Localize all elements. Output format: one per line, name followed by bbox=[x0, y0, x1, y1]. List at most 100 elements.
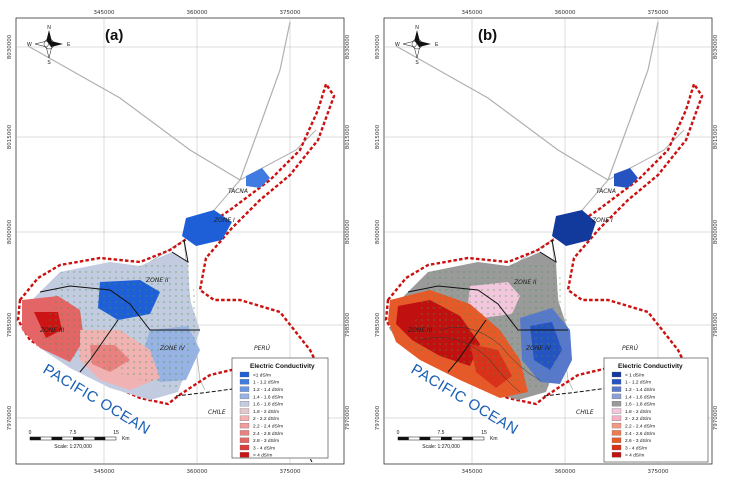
scale-label: 15 bbox=[481, 430, 487, 436]
x-tick-bottom: 345000 bbox=[94, 469, 115, 475]
legend-label: 1 - 1.2 dS/m bbox=[625, 380, 651, 386]
place-zone-1: ZONE I bbox=[591, 217, 613, 224]
legend: Electric Conductivity <1 dS/m 1 - 1.2 dS/… bbox=[231, 357, 329, 459]
y-tick-left: 8030000 bbox=[375, 34, 381, 59]
scale-bar: 0 7.5 15 Km Scale: 1:270,000 bbox=[397, 430, 498, 450]
place-chile: CHILE bbox=[576, 409, 594, 416]
legend-title: Electric Conductivity bbox=[250, 363, 315, 370]
y-tick-right: 8015000 bbox=[345, 124, 351, 149]
conductivity-zone bbox=[614, 168, 638, 188]
y-tick-right: 8015000 bbox=[713, 124, 719, 149]
legend-label: > 4 dS/m bbox=[625, 453, 644, 459]
y-tick-left: 8000000 bbox=[375, 219, 381, 244]
compass-n: N bbox=[415, 25, 419, 31]
scale-label: 0 bbox=[397, 430, 400, 436]
contour-line bbox=[439, 326, 541, 381]
panel-b: TACNA ZONE I ZONE II ZONE III ZONE IV PE… bbox=[375, 10, 719, 475]
scale-text: Scale: 1:270,000 bbox=[54, 444, 92, 450]
legend-swatch bbox=[611, 401, 622, 407]
legend-swatch bbox=[239, 430, 250, 436]
zone-divider bbox=[39, 285, 200, 331]
road bbox=[239, 21, 291, 181]
legend-label: 1.8 - 2 dS/m bbox=[253, 409, 279, 415]
legend-label: 1.4 - 1.6 dS/m bbox=[625, 394, 655, 400]
place-peru: PERÚ bbox=[622, 345, 639, 352]
panel-letter: (b) bbox=[478, 27, 497, 44]
legend-label: 3 - 4 dS/m bbox=[625, 445, 647, 451]
legend-label: 1.4 - 1.6 dS/m bbox=[253, 394, 283, 400]
compass-n: N bbox=[47, 25, 51, 31]
place-tacna: TACNA bbox=[596, 188, 616, 195]
legend: Electric Conductivity < 1 dS/m 1 - 1.2 dS… bbox=[603, 357, 709, 463]
legend-swatch bbox=[239, 393, 250, 400]
zone-divider bbox=[79, 319, 119, 373]
compass-rose-icon: N S E W bbox=[27, 25, 71, 66]
y-tick-left: 8000000 bbox=[7, 219, 13, 244]
place-zone-4: ZONE IV bbox=[525, 345, 552, 352]
legend-label: 2.4 - 2.8 dS/m bbox=[253, 431, 283, 437]
legend-label: <1 dS/m bbox=[253, 372, 271, 378]
y-tick-left: 8015000 bbox=[7, 124, 13, 149]
y-tick-left: 7970000 bbox=[375, 405, 381, 430]
legend-label: < 1 dS/m bbox=[625, 372, 644, 378]
scale-label: 7.5 bbox=[438, 430, 445, 436]
legend-label: 1.6 - 1.8 dS/m bbox=[625, 402, 655, 408]
y-tick-right: 8000000 bbox=[345, 219, 351, 244]
legend-swatch bbox=[239, 379, 250, 385]
place-zone-4: ZONE IV bbox=[159, 345, 186, 352]
place-zone-2: ZONE II bbox=[513, 279, 537, 286]
y-tick-right: 8030000 bbox=[345, 34, 351, 59]
compass-w: W bbox=[395, 42, 400, 48]
x-tick-bottom: 345000 bbox=[462, 469, 483, 475]
legend-label: 2 - 2.2 dS/m bbox=[625, 416, 651, 422]
legend-swatch bbox=[239, 452, 250, 458]
compass-s: S bbox=[415, 60, 419, 66]
scale-text: Scale: 1:270,000 bbox=[422, 444, 460, 450]
y-tick-right: 7985000 bbox=[345, 312, 351, 337]
legend-box bbox=[603, 357, 709, 463]
legend-swatch bbox=[239, 444, 250, 451]
x-tick-top: 345000 bbox=[94, 10, 115, 16]
panel-letter: (a) bbox=[105, 27, 123, 44]
x-tick-bottom: 360000 bbox=[187, 469, 208, 475]
road bbox=[27, 45, 241, 181]
legend-title: Electric Conductivity bbox=[618, 363, 683, 370]
y-tick-left: 7970000 bbox=[7, 405, 13, 430]
y-tick-right: 7970000 bbox=[713, 405, 719, 430]
conductivity-zone bbox=[552, 210, 596, 246]
legend-swatch bbox=[239, 401, 250, 407]
x-tick-top: 360000 bbox=[187, 10, 208, 16]
legend-items: <1 dS/m 1 - 1.2 dS/m1.2 - 1.4 dS/m1.4 - 1… bbox=[239, 371, 283, 459]
y-tick-right: 7970000 bbox=[345, 405, 351, 430]
place-zone-2: ZONE II bbox=[145, 277, 169, 284]
y-tick-right: 8030000 bbox=[713, 34, 719, 59]
legend-items: < 1 dS/m 1 - 1.2 dS/m1.2 - 1.4 dS/m1.4 - … bbox=[611, 371, 655, 459]
legend-swatch bbox=[239, 371, 250, 378]
scale-label: 0 bbox=[29, 430, 32, 436]
study-area-boundary bbox=[16, 81, 336, 406]
legend-swatch bbox=[611, 379, 622, 385]
scale-label: 7.5 bbox=[70, 430, 77, 436]
legend-swatch bbox=[611, 386, 622, 392]
conductivity-zone bbox=[182, 210, 232, 246]
sample-points bbox=[40, 262, 200, 392]
panel-a: TACNA ZONE I ZONE II ZONE III ZONE IV PE… bbox=[7, 10, 351, 475]
x-tick-bottom: 360000 bbox=[555, 469, 576, 475]
y-tick-right: 7985000 bbox=[713, 312, 719, 337]
sample-points bbox=[408, 262, 568, 392]
place-zone-3: ZONE III bbox=[39, 327, 65, 334]
legend-label: > 4 dS/m bbox=[253, 453, 272, 459]
legend-swatch bbox=[239, 437, 250, 443]
x-tick-bottom: 375000 bbox=[280, 469, 301, 475]
legend-swatch bbox=[239, 408, 250, 414]
y-tick-right: 8000000 bbox=[713, 219, 719, 244]
legend-swatch bbox=[611, 444, 622, 451]
legend-label: 1.8 - 2 dS/m bbox=[625, 409, 651, 415]
legend-swatch bbox=[611, 437, 622, 443]
legend-label: 2.4 - 2.6 dS/m bbox=[625, 431, 655, 437]
legend-label: 2.2 - 2.4 dS/m bbox=[253, 424, 283, 430]
y-tick-left: 8015000 bbox=[375, 124, 381, 149]
study-area-boundary bbox=[384, 81, 704, 406]
legend-label: 2.2 - 2.4 dS/m bbox=[625, 424, 655, 430]
